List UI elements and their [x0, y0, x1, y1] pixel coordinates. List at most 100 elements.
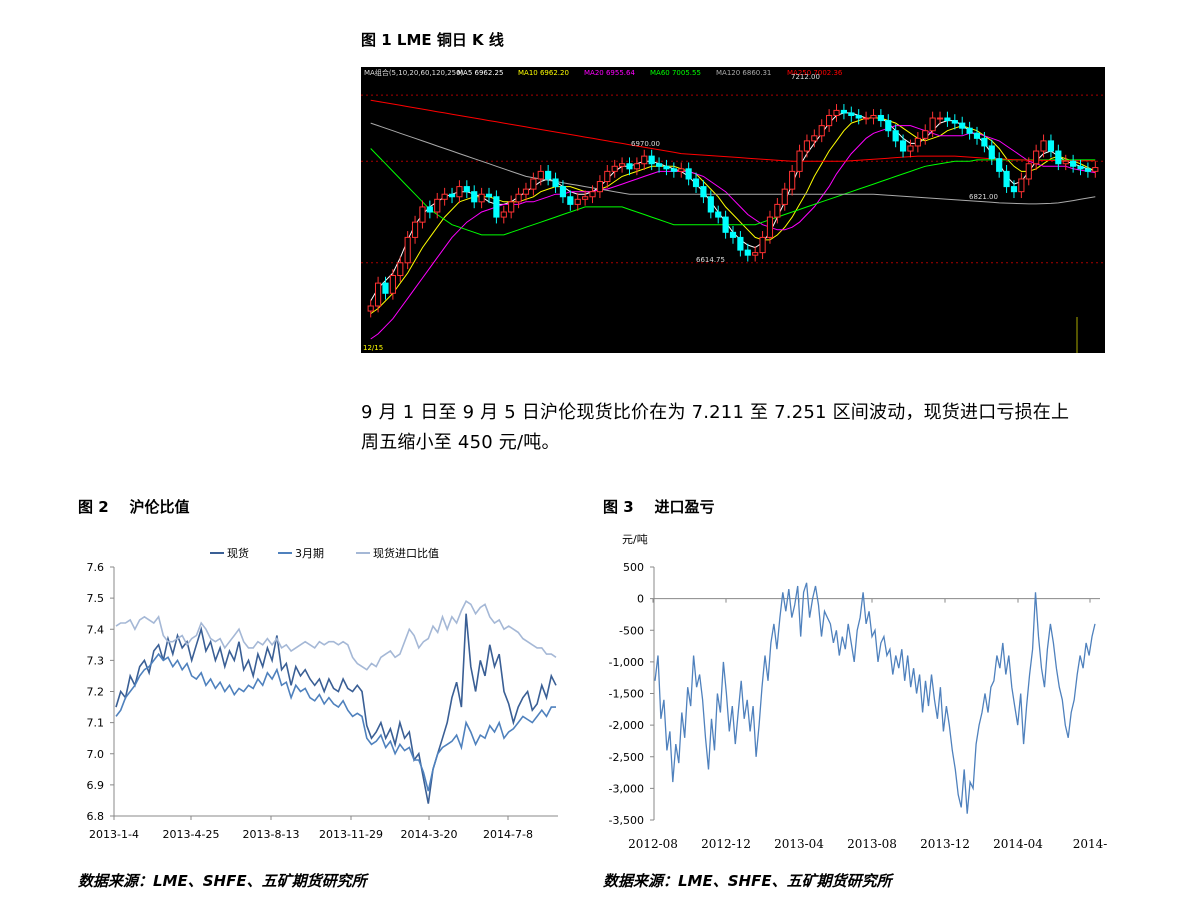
- y-tick-label-1: 6.9: [87, 779, 105, 792]
- candle-body-91: [1040, 140, 1047, 152]
- x-tick-label-1: 2012-12: [701, 837, 751, 851]
- candle-body-82: [973, 132, 981, 139]
- candle-body-9: [434, 198, 441, 213]
- candle-body-48: [722, 216, 729, 233]
- candle-body-29: [582, 196, 589, 200]
- candle-body-85: [996, 158, 1003, 172]
- y-tick-label-2: -500: [619, 624, 644, 637]
- series-line-2: [115, 600, 557, 671]
- candle-body-70: [885, 120, 892, 132]
- figure3-source: 数据来源：LME、SHFE、五矿期货研究所: [603, 872, 892, 890]
- candle-body-40: [663, 165, 670, 170]
- ma-label-ma20: MA20 6955.64: [584, 69, 635, 77]
- x-tick-label-2: 2013-8-13: [243, 828, 300, 841]
- candle-body-31: [596, 181, 603, 193]
- candle-body-56: [781, 188, 788, 205]
- candle-body-74: [914, 137, 921, 147]
- candle-body-22: [530, 178, 537, 190]
- paragraph-line-2: 周五缩小至 450 元/吨。: [361, 432, 560, 453]
- y-tick-label-8: -3,500: [609, 814, 644, 827]
- candle-body-88: [1018, 178, 1025, 193]
- candle-body-75: [922, 130, 929, 139]
- candle-body-45: [700, 186, 707, 198]
- ma-label-ma250: MA250 7002.36: [787, 69, 843, 77]
- candle-body-55: [774, 203, 781, 218]
- x-tick-label-4: 2013-12: [920, 837, 970, 851]
- ma-indicator-label: MA组合(5,10,20,60,120,250): [364, 68, 464, 77]
- candle-body-52: [752, 252, 759, 256]
- x-tick-label-5: 2014-7-8: [483, 828, 533, 841]
- kline-chart: MA组合(5,10,20,60,120,250) MA5 6962.25 MA10 …: [361, 67, 1105, 353]
- candle-body-97: [1084, 168, 1091, 172]
- x-tick-label-1: 2013-4-25: [163, 828, 220, 841]
- candle-body-27: [567, 196, 574, 205]
- candle-body-13: [463, 186, 470, 193]
- candle-body-3: [389, 275, 396, 294]
- candle-body-41: [670, 168, 677, 172]
- candle-body-32: [604, 170, 611, 183]
- candle-body-60: [811, 135, 818, 142]
- candle-body-21: [522, 188, 530, 195]
- y-tick-label-7: 7.5: [87, 592, 105, 605]
- candle-body-28: [574, 198, 581, 205]
- candle-body-86: [1003, 170, 1010, 188]
- ma-line-ma60: [370, 148, 1096, 236]
- ma-label-ma10: MA10 6962.20: [518, 69, 569, 77]
- candle-body-44: [692, 178, 700, 188]
- candle-body-14: [471, 191, 478, 203]
- x-tick-label-6: 2014-: [1073, 837, 1108, 851]
- candle-body-95: [1070, 160, 1077, 167]
- candle-body-80: [959, 122, 966, 129]
- candle-body-83: [981, 137, 988, 147]
- candle-body-66: [855, 114, 862, 119]
- candle-body-10: [441, 193, 448, 200]
- candle-body-25: [552, 178, 559, 188]
- y-tick-label-2: 7.0: [87, 748, 105, 761]
- candle-body-71: [892, 130, 899, 142]
- y-tick-label-3: 7.1: [87, 717, 105, 730]
- candle-body-36: [633, 163, 640, 170]
- series-line-0: [654, 582, 1096, 814]
- candle-body-78: [944, 117, 951, 122]
- candle-body-90: [1033, 150, 1040, 165]
- price-annotation-1: 6970.00: [631, 140, 660, 148]
- candle-body-72: [899, 140, 907, 152]
- candle-body-94: [1062, 160, 1069, 165]
- candle-body-17: [493, 196, 500, 218]
- candle-body-19: [508, 201, 515, 213]
- price-annotation-0: 7212.00: [791, 73, 820, 81]
- kline-svg: MA组合(5,10,20,60,120,250)MA5 6962.25 MA10 …: [361, 68, 1105, 353]
- candle-body-47: [715, 211, 722, 218]
- price-annotation-3: 6821.00: [969, 193, 998, 201]
- candle-body-96: [1077, 165, 1084, 170]
- series-line-1: [115, 652, 556, 792]
- ma-label-ma5: MA5 6962.25: [457, 69, 503, 77]
- candle-body-65: [848, 112, 855, 116]
- y-tick-label-0: 500: [623, 561, 644, 574]
- candle-body-33: [611, 165, 618, 172]
- candle-body-93: [1055, 150, 1062, 165]
- candle-body-77: [936, 117, 944, 120]
- candle-body-4: [397, 262, 404, 277]
- x-tick-label-3: 2013-08: [847, 837, 897, 851]
- y-axis-unit-label: 元/吨: [622, 533, 648, 546]
- candle-body-63: [833, 109, 840, 116]
- candle-body-53: [759, 236, 766, 254]
- x-tick-label-5: 2014-04: [993, 837, 1043, 851]
- import-pl-chart: 元/吨 500 0 -500 -1,000 -1,500 -2,000 -2,500 -3,00…: [609, 533, 1108, 851]
- y-tick-label-0: 6.8: [87, 810, 105, 823]
- candle-body-51: [744, 249, 751, 256]
- candle-body-0: [367, 305, 374, 312]
- candle-body-26: [559, 186, 567, 198]
- ma-label-ma60: MA60 7005.55: [650, 69, 701, 77]
- candle-body-11: [448, 193, 456, 198]
- ma-label-ma120: MA120 6860.31: [716, 69, 771, 77]
- candle-body-18: [500, 211, 507, 218]
- x-tick-label-3: 2013-11-29: [319, 828, 383, 841]
- candle-body-16: [485, 193, 493, 198]
- candle-body-81: [966, 127, 973, 134]
- figure2-title: 图 2 沪伦比值: [78, 498, 190, 516]
- candle-body-67: [863, 117, 870, 120]
- candle-body-64: [840, 109, 847, 114]
- price-annotation-2: 6614.75: [696, 256, 725, 264]
